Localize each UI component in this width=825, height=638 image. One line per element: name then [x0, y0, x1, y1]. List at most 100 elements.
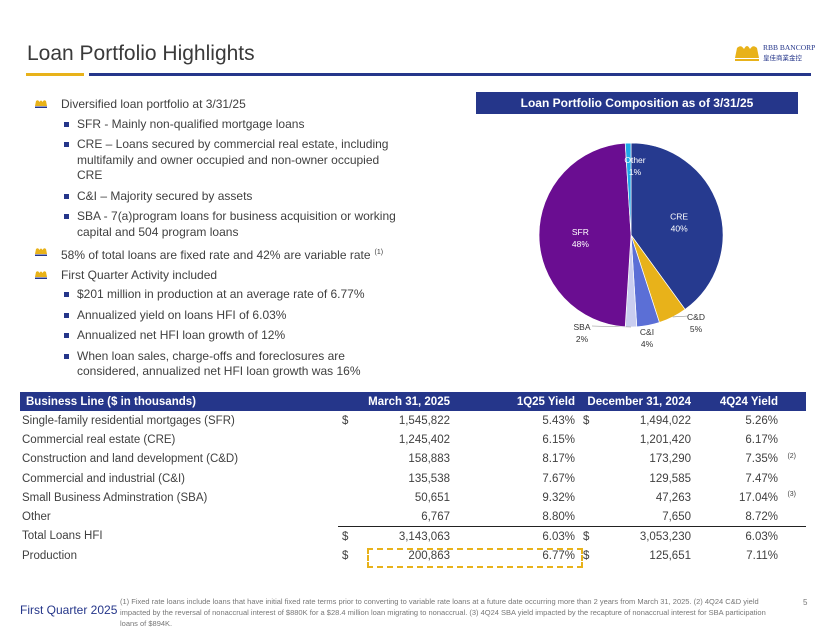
- 4q24-yield: 6.17%: [745, 433, 778, 446]
- 1q25-yield: 8.80%: [542, 510, 575, 523]
- pie-text: 5%: [690, 324, 703, 334]
- dec-2024-value: 173,290: [649, 453, 691, 466]
- currency: [338, 430, 358, 449]
- sub-bullet-text: Annualized net HFI loan growth of 12%: [77, 328, 286, 342]
- sub-bullet-text: SFR - Mainly non-qualified mortgage loan…: [77, 116, 305, 131]
- 1q25-yield: 6.77%: [542, 549, 575, 562]
- currency: [338, 488, 358, 507]
- square-bullet-icon: [64, 214, 69, 219]
- crown-icon: [35, 100, 47, 108]
- sub-bullet-item: When loan sales, charge-offs and foreclo…: [64, 348, 406, 380]
- sub-bullet-item: SBA - 7(a)program loans for business acq…: [64, 209, 406, 240]
- sub-bullet-text: C&I – Majority secured by assets: [77, 188, 253, 203]
- bullet-item: Diversified loan portfolio at 3/31/25: [35, 97, 406, 113]
- footnote-ref: (3): [787, 491, 796, 499]
- table-row: Commercial real estate (CRE) 1,245,402 6…: [20, 430, 806, 449]
- title-underline-gold: [26, 73, 84, 76]
- currency: [579, 469, 599, 488]
- square-bullet-icon: [64, 333, 69, 338]
- row-label: Small Business Adminstration (SBA): [22, 491, 208, 504]
- bullet-text: 58% of total loans are fixed rate and 42…: [61, 248, 371, 262]
- row-label: Construction and land development (C&D): [22, 453, 239, 466]
- footer-period: First Quarter 2025: [20, 603, 118, 617]
- mar-2025-value: 50,651: [414, 491, 450, 504]
- pie-text: 4%: [641, 339, 654, 349]
- mar-2025-value: 135,538: [408, 472, 450, 485]
- header-business-line: Business Line ($ in thousands): [20, 392, 338, 411]
- sub-bullet-text: SBA - 7(a)program loans for business acq…: [77, 209, 396, 239]
- 1q25-yield: 5.43%: [542, 414, 575, 427]
- svg-text:皇佳商業金控: 皇佳商業金控: [763, 53, 803, 62]
- pie-text: 2%: [576, 334, 589, 344]
- loan-composition-pie-chart: CRE 40% C&D 5% C&I 4% SBA 2% SFR 48% Other 1%: [538, 142, 724, 349]
- highlights-list: Diversified loan portfolio at 3/31/25 SFR…: [35, 97, 406, 385]
- row-label: Single-family residential mortgages (SFR…: [22, 414, 235, 427]
- sub-bullet-text: Annualized yield on loans HFI of 6.03%: [77, 307, 287, 322]
- currency: $: [583, 414, 590, 427]
- 1q25-yield: 6.03%: [454, 526, 579, 547]
- 4q24-yield: 7.11%: [746, 549, 778, 562]
- sub-bullet-item: C&I – Majority secured by assets: [64, 188, 406, 205]
- sub-bullet-item: Annualized net HFI loan growth of 12%: [64, 328, 406, 344]
- svg-text:RBB BANCORP: RBB BANCORP: [763, 43, 815, 52]
- pie-text: 1%: [629, 167, 642, 177]
- square-bullet-icon: [64, 292, 69, 297]
- dec-2024-value: 47,263: [655, 491, 691, 504]
- footnote-ref: (2): [787, 452, 796, 460]
- title-underline-blue: [89, 73, 811, 76]
- currency: $: [583, 549, 590, 562]
- bullet-text: Diversified loan portfolio at 3/31/25: [61, 97, 246, 111]
- 4q24-yield-cell: 7.35% (2): [695, 450, 806, 469]
- currency: [338, 507, 358, 526]
- 4q24-yield-cell: 7.47%: [695, 469, 806, 488]
- pie-label: SBA: [573, 322, 590, 332]
- square-bullet-icon: [64, 121, 69, 127]
- currency: [579, 450, 599, 469]
- 4q24-yield-cell: 7.11%: [695, 546, 806, 565]
- 4q24-yield-cell: 5.26%: [695, 411, 806, 430]
- 4q24-yield: 5.26%: [745, 414, 778, 427]
- 4q24-yield: 8.72%: [745, 510, 778, 523]
- footnotes: (1) Fixed rate loans include loans that …: [120, 597, 766, 628]
- header-4q24-yield: 4Q24 Yield: [695, 392, 806, 411]
- square-bullet-icon: [64, 193, 69, 199]
- square-bullet-icon: [64, 142, 69, 147]
- currency: $: [579, 526, 599, 547]
- page-number: 5: [803, 598, 808, 607]
- 1q25-yield: 9.32%: [542, 491, 575, 504]
- 4q24-yield-cell: 6.17%: [695, 430, 806, 449]
- currency: [338, 450, 358, 469]
- pie-text: 48%: [572, 239, 589, 249]
- bullet-text: First Quarter Activity included: [61, 267, 218, 282]
- sub-bullet-text: When loan sales, charge-offs and foreclo…: [77, 348, 361, 379]
- header-1q25-yield: 1Q25 Yield: [454, 392, 579, 411]
- 4q24-yield-cell: 17.04% (3): [695, 488, 806, 507]
- crown-icon: [35, 270, 47, 279]
- 4q24-yield: 7.35%: [745, 453, 778, 466]
- currency: [579, 488, 599, 507]
- pie-text: 40%: [671, 223, 688, 233]
- currency: [338, 469, 358, 488]
- pie-slice-sfr: [538, 142, 632, 328]
- row-label: Commercial real estate (CRE): [22, 433, 176, 446]
- 4q24-yield: 17.04%: [738, 491, 778, 504]
- table-row: Other 6,767 8.80% 7,650 8.72%: [20, 507, 806, 526]
- dec-2024-value: 3,053,230: [599, 526, 695, 547]
- dec-2024-value: 1,201,420: [639, 433, 691, 446]
- leader-line: [672, 315, 689, 318]
- mar-2025-value: 6,767: [421, 510, 450, 523]
- square-bullet-icon: [64, 312, 69, 318]
- currency: [579, 507, 599, 526]
- dec-2024-value: 125,651: [649, 549, 691, 562]
- production-highlight-box: [367, 548, 583, 568]
- 1q25-yield: 6.15%: [542, 433, 575, 446]
- loan-table: Business Line ($ in thousands) March 31,…: [20, 392, 806, 565]
- table-row: Construction and land development (C&D) …: [20, 450, 806, 469]
- sub-bullet-item: Annualized yield on loans HFI of 6.03%: [64, 307, 406, 324]
- row-label: Other: [22, 511, 51, 524]
- mar-2025-value: 3,143,063: [358, 526, 454, 547]
- table-row: Commercial and industrial (C&I) 135,538 …: [20, 469, 806, 488]
- 4q24-yield-cell: 8.72%: [695, 507, 806, 526]
- pie-label: Other: [624, 155, 645, 165]
- pie-label: CRE: [670, 211, 688, 221]
